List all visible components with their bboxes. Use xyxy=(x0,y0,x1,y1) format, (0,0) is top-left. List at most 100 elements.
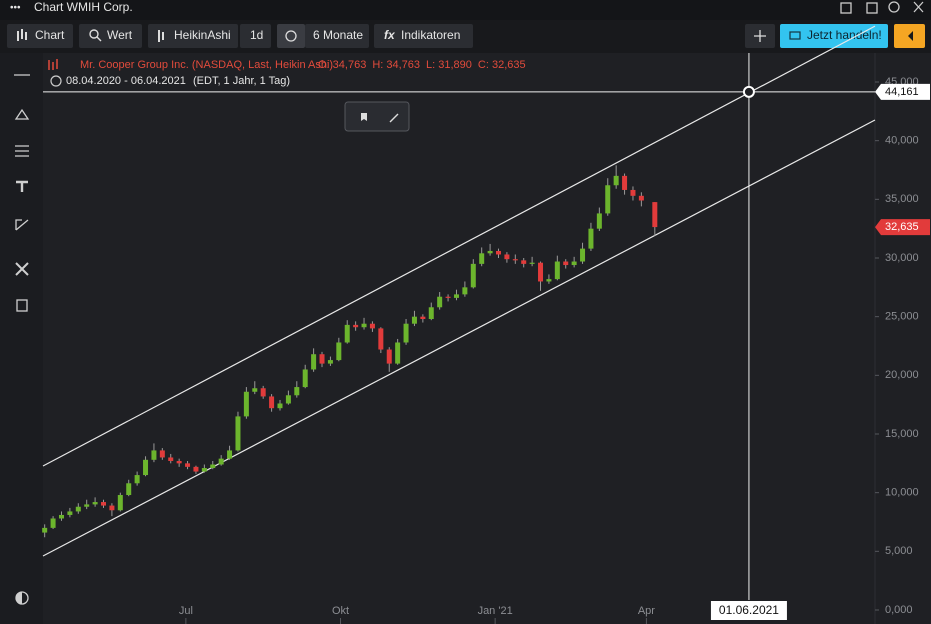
candle-body xyxy=(84,504,90,507)
candle-body xyxy=(185,463,191,467)
candle-body xyxy=(630,189,636,196)
candle-body xyxy=(311,354,317,370)
candle-body xyxy=(622,175,628,190)
trade-label: Jetzt handeln! xyxy=(807,28,882,42)
bookmark-icon[interactable] xyxy=(361,113,367,121)
candle-body xyxy=(571,261,577,266)
crosshair-point xyxy=(742,85,755,98)
candle-body xyxy=(512,259,518,261)
candle-body xyxy=(470,263,476,288)
ohlc-value: O: 34,763 xyxy=(318,59,366,71)
candle-body xyxy=(294,387,300,396)
period: 08.04.2020 - 06.04.2021 xyxy=(66,75,186,87)
candle-body xyxy=(453,294,459,298)
candle-body xyxy=(445,296,451,298)
fx-icon: fx xyxy=(384,28,396,42)
candle-body xyxy=(428,307,434,320)
trend-line xyxy=(42,119,876,557)
window-icon[interactable] xyxy=(866,2,878,14)
candle-body xyxy=(479,253,485,264)
crosshair-icon xyxy=(754,30,766,42)
crosshair-date-box xyxy=(710,601,787,620)
y-tick-label: 15,000 xyxy=(885,428,919,440)
price-axis-panel xyxy=(875,53,931,624)
text-tool[interactable] xyxy=(16,180,28,192)
candle-body xyxy=(546,279,552,282)
candle-body xyxy=(420,316,426,320)
chart-button[interactable] xyxy=(7,24,73,48)
candle-body xyxy=(504,254,510,260)
y-tick-label: 25,000 xyxy=(885,311,919,323)
last-price-label: 32,635 xyxy=(885,221,919,233)
expand-icon[interactable] xyxy=(840,2,852,14)
x-tick-label: Apr xyxy=(638,605,655,617)
trendline-icon[interactable] xyxy=(389,113,399,123)
last-price-marker xyxy=(875,219,930,236)
y-tick-label: 5,000 xyxy=(885,545,913,557)
chart-icon xyxy=(17,29,27,41)
candle-body xyxy=(327,360,333,364)
candle-body xyxy=(563,261,569,266)
clock-button[interactable] xyxy=(277,24,305,48)
range-button[interactable] xyxy=(305,24,369,48)
triangle-tool[interactable] xyxy=(14,108,30,120)
close-icon[interactable] xyxy=(913,1,924,13)
chart-type-button[interactable] xyxy=(148,24,238,48)
range-label: 6 Monate xyxy=(313,28,363,42)
candle-body xyxy=(652,202,658,228)
plot: 0,000 5,000 10,000 15,000 20,000 25,000 30,000… xyxy=(42,25,930,624)
candle-body xyxy=(344,324,350,343)
clock-icon xyxy=(285,30,297,42)
candle-body xyxy=(605,185,611,214)
candle-body xyxy=(176,460,182,464)
x-tick-label: Okt xyxy=(332,605,349,617)
y-tick-label: 30,000 xyxy=(885,252,919,264)
candle-body xyxy=(269,396,275,409)
fib-tool[interactable] xyxy=(15,145,29,157)
menu-dots[interactable]: ••• xyxy=(10,3,21,14)
y-tick-label: 10,000 xyxy=(885,487,919,499)
candle-body xyxy=(462,287,468,295)
arrow-icon xyxy=(908,31,913,41)
toolbar-buttons: Chart Wert HeikinAshi 1d 6 Monate fx Ind… xyxy=(7,24,925,48)
indicators-label: Indikatoren xyxy=(401,28,460,42)
candle-body xyxy=(369,323,375,329)
candle-body xyxy=(588,228,594,249)
candle-body xyxy=(75,506,81,512)
search-icon xyxy=(89,29,99,39)
settings-icon[interactable] xyxy=(888,1,900,13)
candle-body xyxy=(227,450,233,459)
candle-body xyxy=(134,475,140,484)
y-tick-label: 35,000 xyxy=(885,193,919,205)
ohlc-value: C: 32,635 xyxy=(478,59,526,71)
layers-icon[interactable] xyxy=(16,299,28,312)
indicators-button[interactable] xyxy=(374,24,473,48)
period-note: (EDT, 1 Jahr, 1 Tag) xyxy=(193,75,290,87)
candle-body xyxy=(302,369,308,388)
candle-body xyxy=(580,248,586,262)
title-bar xyxy=(0,0,931,20)
candle-body xyxy=(193,466,199,472)
candle-body xyxy=(252,388,258,392)
candle-body xyxy=(235,416,241,451)
candle-body xyxy=(126,483,132,496)
chart-type-label: HeikinAshi xyxy=(174,28,231,42)
tools-icon[interactable] xyxy=(15,262,29,276)
interval-button[interactable] xyxy=(240,24,271,48)
candle-body xyxy=(58,514,64,519)
clock-small-icon xyxy=(50,75,62,87)
trade-button[interactable] xyxy=(780,24,888,48)
candle-body xyxy=(101,502,107,506)
candle-body xyxy=(151,450,157,460)
y-tick-label: 0,000 xyxy=(885,604,913,616)
candle-body xyxy=(42,527,48,533)
arrow-tool[interactable] xyxy=(15,219,29,231)
candle-icon xyxy=(158,30,164,42)
candle-body xyxy=(495,250,501,255)
theme-icon-half xyxy=(16,592,22,604)
candle-body xyxy=(243,391,249,417)
window-title: Chart WMIH Corp. xyxy=(34,0,133,14)
candle-body xyxy=(613,175,619,186)
